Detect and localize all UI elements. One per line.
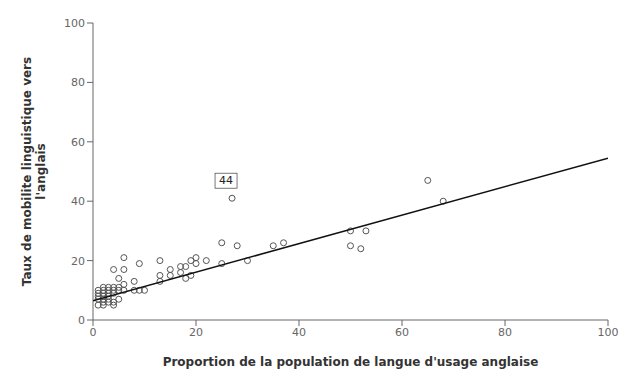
svg-text:20: 20 [189,326,203,339]
svg-text:44: 44 [219,174,233,187]
svg-text:100: 100 [64,17,85,30]
svg-text:20: 20 [71,255,85,268]
svg-text:100: 100 [598,326,619,339]
svg-text:0: 0 [90,326,97,339]
svg-text:80: 80 [498,326,512,339]
svg-text:40: 40 [71,195,85,208]
svg-text:Proportion de la population de: Proportion de la population de langue d'… [163,355,539,369]
svg-text:0: 0 [78,314,85,327]
svg-text:Taux de mobilite linguistique: Taux de mobilite linguistique versl'angl… [20,57,48,286]
svg-text:60: 60 [395,326,409,339]
svg-text:40: 40 [292,326,306,339]
svg-text:80: 80 [71,76,85,89]
svg-text:60: 60 [71,136,85,149]
